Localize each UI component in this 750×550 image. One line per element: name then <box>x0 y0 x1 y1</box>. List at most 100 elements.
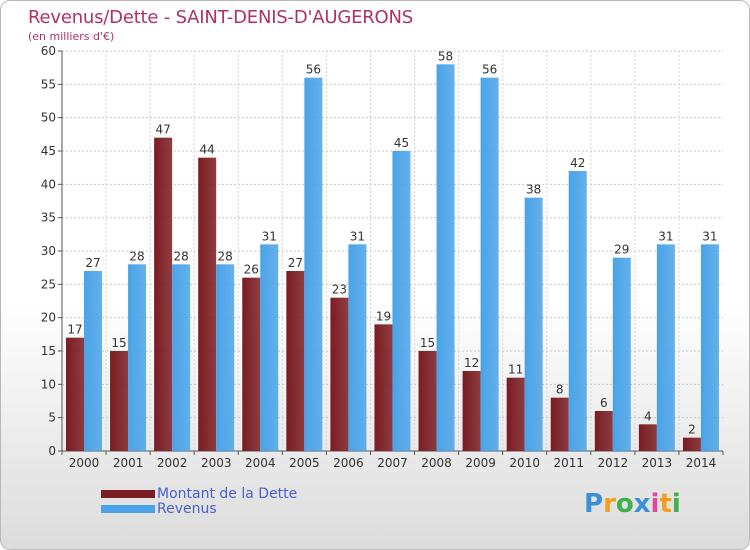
bar-dette <box>330 297 349 451</box>
grid-lines <box>62 50 723 452</box>
y-tick-label: 0 <box>48 444 56 458</box>
data-label: 15 <box>111 336 126 350</box>
data-label: 15 <box>420 336 435 350</box>
bar-revenus <box>216 264 235 451</box>
bar-dette <box>374 324 393 451</box>
data-label: 31 <box>658 229 673 243</box>
bar-revenus <box>612 257 631 451</box>
data-label: 31 <box>350 229 365 243</box>
data-label: 44 <box>200 143 215 157</box>
data-label: 11 <box>508 363 523 377</box>
axes: 0 5 10 15 20 25 30 35 40 45 50 55 60 2000 2001 2002 2003… <box>41 44 724 470</box>
bar-revenus <box>172 264 191 451</box>
x-tick-label: 2000 <box>69 456 100 470</box>
bar-revenus <box>348 244 367 451</box>
data-label: 42 <box>570 156 585 170</box>
x-tick-label: 2014 <box>686 456 717 470</box>
data-label: 6 <box>600 396 608 410</box>
x-tick-label: 2011 <box>553 456 584 470</box>
y-tick-label: 5 <box>48 411 56 425</box>
data-label: 28 <box>129 249 144 263</box>
data-label: 56 <box>306 63 321 77</box>
chart-subtitle: (en milliers d'€) <box>28 30 115 43</box>
data-label: 58 <box>438 49 453 63</box>
bar-revenus <box>480 77 499 452</box>
bar-revenus <box>568 171 587 451</box>
bar-dette <box>462 371 481 451</box>
bars <box>66 64 719 452</box>
legend-label-revenus: Revenus <box>157 501 217 517</box>
x-tick-label: 2009 <box>465 456 496 470</box>
bar-revenus <box>524 197 543 451</box>
legend-swatch-dette <box>101 490 155 498</box>
y-tick-label: 60 <box>41 44 56 58</box>
bar-dette <box>506 377 525 451</box>
bar-dette <box>198 157 217 451</box>
legend-label-dette: Montant de la Dette <box>157 486 298 502</box>
proxiti-logo: Proxiti <box>584 489 681 519</box>
y-tick-label: 55 <box>41 77 56 91</box>
bar-dette <box>418 351 437 451</box>
bar-revenus <box>304 77 323 452</box>
data-label: 26 <box>244 263 259 277</box>
x-tick-label: 2005 <box>289 456 320 470</box>
x-tick-label: 2010 <box>509 456 540 470</box>
logo-letter: i <box>650 489 660 519</box>
x-tick-label: 2001 <box>113 456 144 470</box>
data-label: 28 <box>173 249 188 263</box>
legend-swatch-revenus <box>101 505 155 513</box>
x-tick-label: 2003 <box>201 456 232 470</box>
logo-letter: t <box>659 489 672 519</box>
data-label: 19 <box>376 309 391 323</box>
bar-revenus <box>700 244 719 451</box>
bar-revenus <box>84 271 102 451</box>
bar-dette <box>66 337 84 451</box>
y-tick-label: 25 <box>41 277 56 291</box>
data-label: 2 <box>688 423 696 437</box>
bar-revenus <box>436 64 455 452</box>
bar-revenus <box>128 264 147 451</box>
x-tick-label: 2007 <box>377 456 408 470</box>
data-label: 27 <box>288 256 303 270</box>
logo-letter: o <box>615 489 634 519</box>
bar-dette <box>286 271 305 451</box>
data-label: 28 <box>218 249 233 263</box>
data-label: 23 <box>332 283 347 297</box>
data-label: 31 <box>262 229 277 243</box>
chart-title: Revenus/Dette - SAINT-DENIS-D'AUGERONS <box>28 7 414 28</box>
data-label: 4 <box>644 409 652 423</box>
bar-revenus <box>392 151 411 451</box>
logo-letter: P <box>584 489 604 519</box>
y-tick-label: 50 <box>41 111 56 125</box>
x-tick-label: 2012 <box>598 456 629 470</box>
data-label: 47 <box>155 123 170 137</box>
data-label: 17 <box>67 323 82 337</box>
bar-dette <box>594 411 613 451</box>
y-tick-label: 15 <box>41 344 56 358</box>
bar-dette <box>638 424 657 451</box>
x-tick-label: 2002 <box>157 456 188 470</box>
data-label: 31 <box>702 229 717 243</box>
y-tick-label: 10 <box>41 377 56 391</box>
y-tick-label: 30 <box>41 244 56 258</box>
bar-dette <box>682 437 701 451</box>
logo-letter: r <box>603 489 616 519</box>
bar-revenus <box>260 244 279 451</box>
data-label: 29 <box>614 243 629 257</box>
x-tick-label: 2013 <box>642 456 673 470</box>
bar-dette <box>154 137 173 451</box>
y-tick-label: 35 <box>41 211 56 225</box>
data-label: 8 <box>556 383 564 397</box>
logo-letter: i <box>671 489 681 519</box>
y-tick-label: 20 <box>41 311 56 325</box>
y-tick-label: 40 <box>41 177 56 191</box>
data-label: 38 <box>526 183 541 197</box>
logo-letter: x <box>633 489 651 519</box>
bar-revenus <box>656 244 675 451</box>
bar-dette <box>242 277 261 451</box>
bar-dette <box>110 351 129 451</box>
bar-dette <box>550 397 569 451</box>
